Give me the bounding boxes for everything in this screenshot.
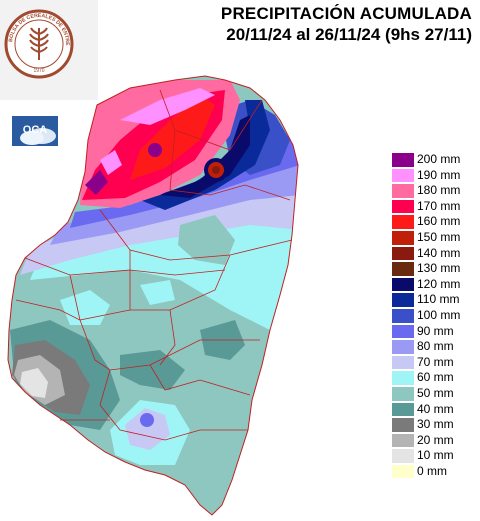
legend-swatch	[392, 230, 414, 245]
legend-label: 150 mm	[417, 229, 461, 244]
legend-row: 150 mm	[392, 230, 480, 246]
legend-label: 90 mm	[417, 323, 454, 338]
wheat-seal-icon: BOLSA DE CEREALES DE ENTRE RIOS 1970	[0, 0, 74, 79]
legend-swatch	[392, 293, 414, 307]
legend-label: 130 mm	[417, 261, 461, 276]
legend-swatch	[392, 215, 414, 229]
legend-swatch	[392, 324, 414, 339]
legend-swatch	[392, 168, 414, 183]
legend-label: 190 mm	[417, 167, 461, 182]
legend-label: 70 mm	[417, 354, 454, 369]
legend-swatch	[392, 402, 414, 417]
legend-row: 70 mm	[392, 355, 480, 371]
legend-label: 30 mm	[417, 417, 454, 432]
legend-row: 110 mm	[392, 292, 480, 308]
legend-swatch	[392, 184, 414, 198]
legend-row: 130 mm	[392, 261, 480, 277]
legend-row: 80 mm	[392, 339, 480, 355]
legend-row: 90 mm	[392, 324, 480, 340]
legend-label: 170 mm	[417, 198, 461, 213]
legend-label: 20 mm	[417, 432, 454, 447]
legend-swatch	[392, 340, 414, 354]
legend-label: 160 mm	[417, 214, 461, 229]
legend-row: 100 mm	[392, 308, 480, 324]
legend-label: 60 mm	[417, 370, 454, 385]
legend-row: 190 mm	[392, 168, 480, 184]
legend-swatch	[392, 262, 414, 276]
legend-swatch	[392, 418, 414, 432]
legend: 200 mm 190 mm 180 mm 170 mm 160 mm 150 mm 140 …	[392, 152, 480, 479]
oca-badge: OCA	[12, 116, 58, 146]
legend-row: 160 mm	[392, 214, 480, 230]
legend-swatch	[392, 433, 414, 448]
legend-label: 200 mm	[417, 152, 461, 166]
legend-swatch	[392, 464, 414, 479]
legend-swatch	[392, 246, 414, 261]
legend-row: 180 mm	[392, 183, 480, 199]
legend-row: 40 mm	[392, 402, 480, 418]
legend-row: 140 mm	[392, 246, 480, 262]
oca-text: OCA	[23, 124, 48, 136]
legend-swatch	[392, 386, 414, 401]
legend-label: 40 mm	[417, 401, 454, 416]
legend-label: 80 mm	[417, 339, 454, 354]
legend-row: 10 mm	[392, 448, 480, 464]
legend-swatch	[392, 371, 414, 385]
map-title: PRECIPITACIÓN ACUMULADA	[220, 4, 472, 23]
legend-label: 140 mm	[417, 245, 461, 260]
legend-row: 50 mm	[392, 386, 480, 402]
legend-swatch	[392, 199, 414, 214]
legend-row: 200 mm	[392, 152, 480, 168]
legend-row: 20 mm	[392, 433, 480, 449]
legend-label: 110 mm	[417, 292, 460, 307]
legend-label: 0 mm	[417, 463, 447, 478]
legend-row: 30 mm	[392, 417, 480, 433]
legend-row: 0 mm	[392, 464, 480, 480]
legend-label: 180 mm	[417, 183, 461, 198]
cloud-logo-icon: OCA	[12, 116, 58, 146]
legend-swatch	[392, 449, 414, 463]
legend-label: 10 mm	[417, 448, 454, 463]
date-range: 20/11/24 al 26/11/24 (9hs 27/11)	[226, 25, 472, 44]
legend-label: 120 mm	[417, 276, 461, 291]
legend-swatch	[392, 277, 414, 292]
legend-row: 60 mm	[392, 370, 480, 386]
organization-logo: BOLSA DE CEREALES DE ENTRE RIOS 1970	[0, 0, 98, 100]
legend-swatch	[392, 153, 414, 167]
legend-row: 170 mm	[392, 199, 480, 215]
precipitation-map	[7, 75, 299, 516]
legend-row: 120 mm	[392, 277, 480, 293]
legend-swatch	[392, 308, 414, 323]
legend-swatch	[392, 355, 414, 370]
legend-label: 100 mm	[417, 307, 461, 322]
logo-year: 1970	[33, 68, 44, 74]
legend-label: 50 mm	[417, 385, 454, 400]
